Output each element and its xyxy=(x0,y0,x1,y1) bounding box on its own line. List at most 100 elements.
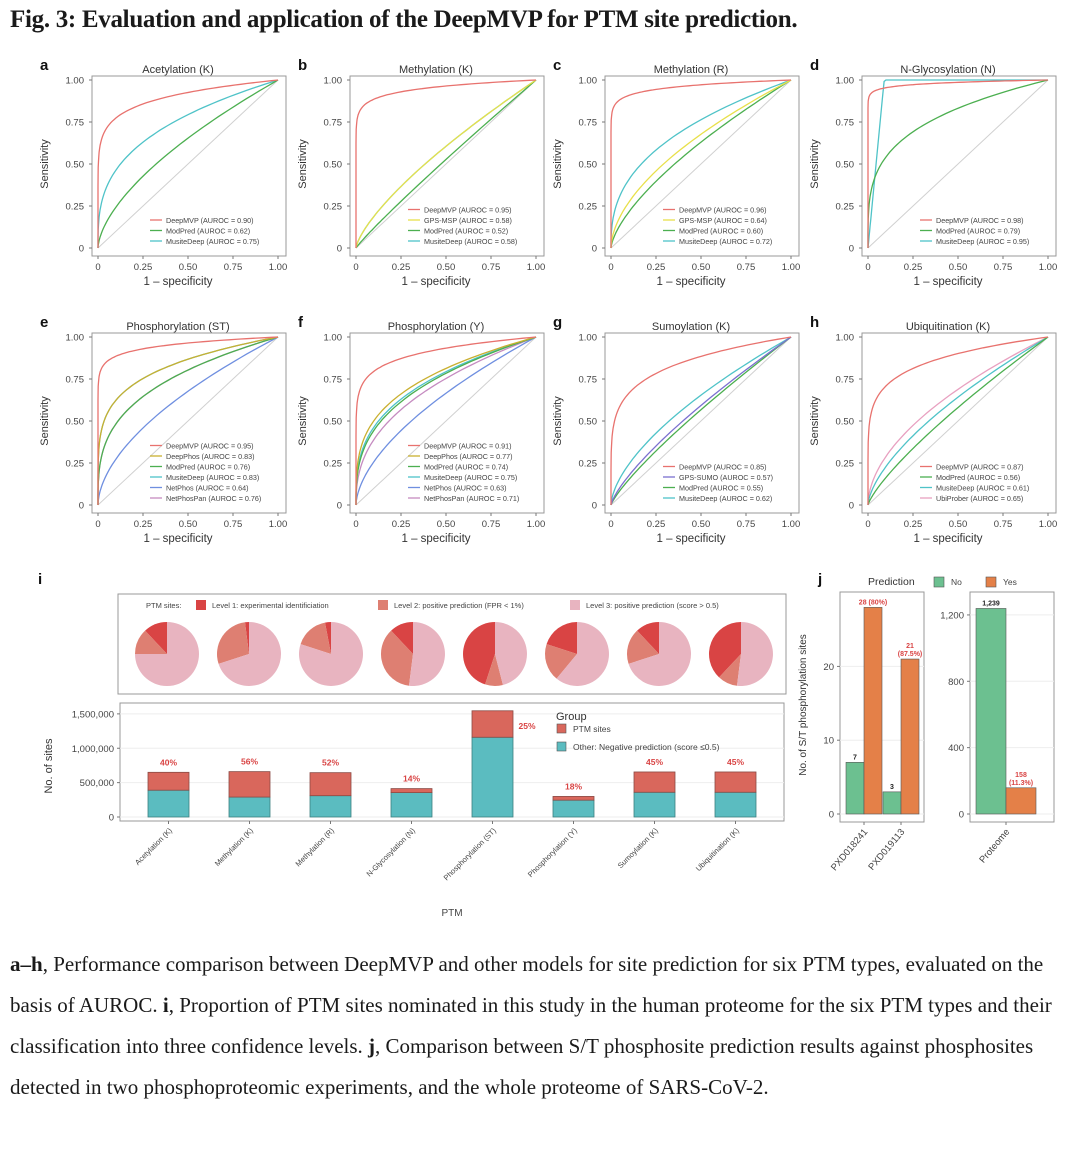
caption-panel-ref: j xyxy=(368,1034,376,1058)
pie-legend-label: Level 1: experimental identificiation xyxy=(212,601,329,610)
roc-panel-b: b Methylation (K) 0 0.25 0.50 0.75 1.00 0 0.25 0.… xyxy=(297,57,545,288)
bar-ptm-sites xyxy=(714,771,757,793)
x-tick-label: 0.25 xyxy=(392,262,411,273)
chance-diagonal xyxy=(97,79,279,249)
roc-curve-modpred xyxy=(867,336,1049,506)
y-tick-label: 0.75 xyxy=(579,118,598,129)
pie-slice-level3 xyxy=(299,622,364,686)
y-tick-label: 0.25 xyxy=(66,202,85,213)
chart-title: N-Glycosylation (N) xyxy=(900,64,995,76)
chance-diagonal xyxy=(867,79,1049,249)
caption-text: , Proportion of PTM sites nominated in t… xyxy=(10,993,1052,1058)
bar-ptm-sites xyxy=(552,796,595,801)
roc-curve-gps-sumo xyxy=(610,336,792,505)
bar-yes xyxy=(900,658,920,815)
legend-label: GPS-SUMO (AUROC = 0.57) xyxy=(679,473,773,482)
roc-panel-f: f Phosphorylation (Y) 0 0.25 0.50 0.75 1.00 0 0.… xyxy=(297,314,545,545)
y-tick-label: 0.25 xyxy=(324,202,343,213)
x-tick-label: 0.25 xyxy=(134,262,153,273)
roc-curve-deepmvp xyxy=(867,336,1049,505)
pie-slice-level3 xyxy=(218,622,282,686)
y-tick-label: 0.50 xyxy=(579,160,598,171)
x-tick-label: 0.25 xyxy=(134,519,153,530)
pie-slice-level1 xyxy=(145,622,167,654)
pie-6 xyxy=(545,622,609,686)
bar-data-label: 56% xyxy=(241,757,258,767)
y-axis-label: Sensitivity xyxy=(809,139,821,189)
bar-data-label: (87.5%) xyxy=(898,651,923,658)
caption-panel-ref: a–h xyxy=(10,952,43,976)
roc-panel-a: a Acetylation (K) 0 0.25 0.50 0.75 1.00 0 0.25 0.… xyxy=(39,57,287,288)
x-tick-label: 0.75 xyxy=(737,262,756,273)
legend-label: ModPred (AUROC = 0.79) xyxy=(936,227,1020,236)
x-tick-label: 0 xyxy=(353,262,358,273)
y-tick-label: 1.00 xyxy=(66,76,85,87)
chart-title: Phosphorylation (Y) xyxy=(388,321,485,333)
bar-ptm-sites xyxy=(228,771,271,798)
roc-curve-netphos xyxy=(97,336,279,505)
bar-negative xyxy=(309,795,352,818)
bar-data-label: 7 xyxy=(853,754,857,761)
x-tick-label: 0.75 xyxy=(224,519,243,530)
pie-slice-level1 xyxy=(637,622,659,654)
bar-ptm-sites xyxy=(633,771,676,793)
legend-label: NetPhosPan (AUROC = 0.71) xyxy=(424,494,519,503)
legend-label: MusiteDeep (AUROC = 0.95) xyxy=(936,237,1029,246)
j-legend-swatch-yes xyxy=(985,576,997,588)
legend-label: ModPred (AUROC = 0.74) xyxy=(424,463,508,472)
x-tick-label: 0.75 xyxy=(737,519,756,530)
panel-letter: g xyxy=(553,314,562,331)
roc-curve-modpred xyxy=(355,79,537,249)
panel-letter: b xyxy=(298,57,307,74)
roc-curve-deepmvp xyxy=(97,336,279,505)
y-tick-label: 0 xyxy=(79,244,84,255)
bar-negative xyxy=(228,796,271,818)
roc-curve-musitedeep xyxy=(867,79,1048,248)
x-tick-label: 0 xyxy=(608,262,613,273)
x-tick-label: 0.50 xyxy=(179,262,198,273)
bar-data-label: 14% xyxy=(403,774,420,784)
roc-curve-deepmvp xyxy=(610,79,792,248)
pie-slice-level1 xyxy=(391,622,413,654)
x-tick-label: 0 xyxy=(95,519,100,530)
roc-curve-modpred xyxy=(610,336,792,506)
plot-frame xyxy=(349,332,545,514)
x-tick-label: 0.50 xyxy=(949,262,968,273)
pie-slice-level2 xyxy=(135,630,167,654)
legend-label: DeepMVP (AUROC = 0.95) xyxy=(166,442,254,451)
bar-data-label: 40% xyxy=(160,757,177,767)
y-tick-label: 1.00 xyxy=(324,76,343,87)
chart-title: Phosphorylation (ST) xyxy=(126,321,229,333)
roc-curve-deepmvp xyxy=(355,79,537,248)
roc-panel-g: g Sumoylation (K) 0 0.25 0.50 0.75 1.00 0 0.25 0.… xyxy=(552,314,800,545)
roc-curve-netphospan xyxy=(355,336,537,505)
y-tick-label: 0.25 xyxy=(324,459,343,470)
legend-label: UbiProber (AUROC = 0.65) xyxy=(936,494,1023,503)
caption-text: , Performance comparison between DeepMVP… xyxy=(10,952,1044,1017)
pie-3 xyxy=(299,622,364,686)
bar-data-label: (11.3%) xyxy=(1009,780,1033,787)
y-tick-label: 1.00 xyxy=(579,76,598,87)
x-tick-label: 0.25 xyxy=(904,262,923,273)
roc-curve-musitedeep xyxy=(97,79,279,248)
pie-slice-level2 xyxy=(485,654,503,686)
roc-curve-deepphos xyxy=(355,336,537,505)
x-tick-label: 0 xyxy=(865,519,870,530)
y-tick-label: 1.00 xyxy=(836,76,855,87)
roc-curve-gps-msp xyxy=(355,79,537,248)
x-tick-label: 0.75 xyxy=(994,262,1013,273)
y-tick-label: 0 xyxy=(337,244,342,255)
x-tick-label: 0 xyxy=(608,519,613,530)
roc-curve-gps-msp xyxy=(610,79,792,248)
bar-no xyxy=(882,791,902,815)
bar-data-label: 25% xyxy=(518,721,535,731)
chance-diagonal xyxy=(97,336,279,506)
pie-2 xyxy=(217,622,282,686)
pie-slice-level3 xyxy=(556,622,609,686)
y-tick-label: 1.00 xyxy=(66,333,85,344)
y-tick-label: 800 xyxy=(948,677,964,688)
y-tick-label: 0.75 xyxy=(324,118,343,129)
x-axis-label: 1 – specificity xyxy=(401,276,470,288)
x-tick-label: 0.75 xyxy=(224,262,243,273)
x-tick-label: Acetylation (K) xyxy=(133,826,174,867)
